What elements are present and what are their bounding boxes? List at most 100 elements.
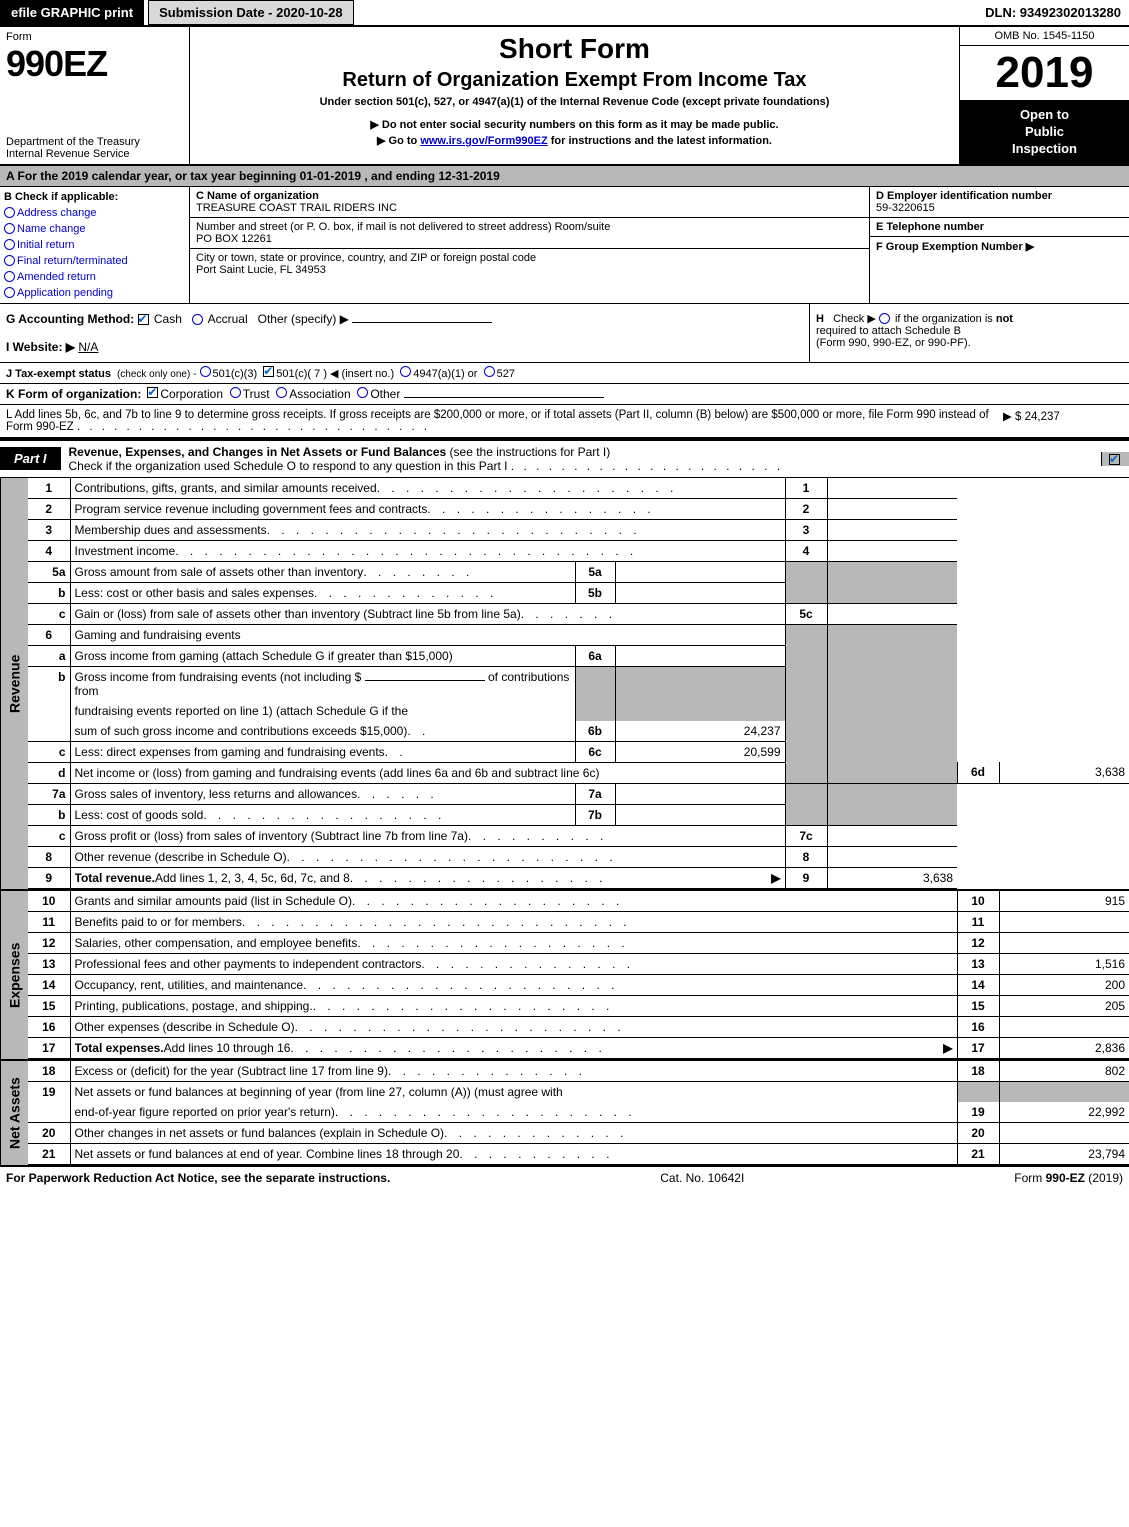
g-accrual-label: Accrual: [208, 312, 248, 326]
line-10: 10 Grants and similar amounts paid (list…: [28, 891, 1129, 912]
line-10-val: 915: [999, 891, 1129, 912]
line-8-num: 8: [785, 846, 827, 867]
page-footer: For Paperwork Reduction Act Notice, see …: [0, 1165, 1129, 1189]
line-5a-midval: [615, 561, 785, 582]
line-9: 9 Total revenue. Add lines 1, 2, 3, 4, 5…: [28, 867, 1129, 888]
line-7b-midnum: 7b: [575, 804, 615, 825]
line-13-desc: Professional fees and other payments to …: [75, 957, 422, 971]
form-header: Form 990EZ Department of the Treasury In…: [0, 27, 1129, 166]
line-7c-desc: Gross profit or (loss) from sales of inv…: [75, 829, 468, 843]
line-1-val: [827, 478, 957, 499]
check-address-change[interactable]: Address change: [4, 205, 185, 221]
j-527-radio[interactable]: [484, 366, 495, 377]
h-check-text: Check ▶: [833, 313, 876, 325]
line-17: 17 Total expenses. Add lines 10 through …: [28, 1037, 1129, 1058]
ein-value: 59-3220615: [876, 202, 1123, 214]
line-13-val: 1,516: [999, 953, 1129, 974]
line-5b: b Less: cost or other basis and sales ex…: [28, 582, 1129, 603]
line-6b-1: b Gross income from fundraising events (…: [28, 666, 1129, 701]
check-application-pending[interactable]: Application pending: [4, 285, 185, 301]
j-4947-radio[interactable]: [400, 366, 411, 377]
line-7c-num: 7c: [785, 825, 827, 846]
line-7b-desc: Less: cost of goods sold: [75, 808, 204, 822]
line-14-desc: Occupancy, rent, utilities, and maintena…: [75, 978, 304, 992]
j-527-label: 527: [497, 368, 515, 380]
line-21-desc: Net assets or fund balances at end of ye…: [75, 1147, 460, 1161]
line-15-val: 205: [999, 995, 1129, 1016]
k-other-checkbox[interactable]: [357, 387, 368, 398]
line-4: 4 Investment income . . . . . . . . . . …: [28, 540, 1129, 561]
line-19-desc1: Net assets or fund balances at beginning…: [70, 1081, 957, 1102]
line-19a: 19 Net assets or fund balances at beginn…: [28, 1081, 1129, 1102]
part1-schedule-o-checkbox[interactable]: [1101, 452, 1129, 466]
check-amended-return[interactable]: Amended return: [4, 269, 185, 285]
j-501c3-radio[interactable]: [200, 366, 211, 377]
check-initial-return[interactable]: Initial return: [4, 237, 185, 253]
line-3-desc: Membership dues and assessments: [75, 523, 267, 537]
org-name: TREASURE COAST TRAIL RIDERS INC: [196, 202, 863, 214]
l-value: ▶ $ 24,237: [1003, 409, 1123, 433]
line-9-arrow: ▶: [771, 871, 780, 885]
line-5a: 5a Gross amount from sale of assets othe…: [28, 561, 1129, 582]
line-7a-desc: Gross sales of inventory, less returns a…: [75, 787, 358, 801]
efile-print-button[interactable]: efile GRAPHIC print: [0, 0, 144, 25]
irs-link[interactable]: www.irs.gov/Form990EZ: [420, 135, 547, 147]
g-accrual-checkbox[interactable]: [192, 314, 203, 325]
line-6b-midnum: 6b: [575, 721, 615, 742]
k-assoc-checkbox[interactable]: [276, 387, 287, 398]
line-19b: end-of-year figure reported on prior yea…: [28, 1102, 1129, 1123]
revenue-section: Revenue 1 Contributions, gifts, grants, …: [0, 478, 1129, 889]
footer-left: For Paperwork Reduction Act Notice, see …: [6, 1171, 390, 1185]
inspect-line1: Open to: [964, 107, 1125, 124]
line-9-val: 3,638: [827, 867, 957, 888]
check-name-change[interactable]: Name change: [4, 221, 185, 237]
inspect-line3: Inspection: [964, 141, 1125, 158]
line-5a-midnum: 5a: [575, 561, 615, 582]
line-3-val: [827, 519, 957, 540]
submission-date-button[interactable]: Submission Date - 2020-10-28: [148, 0, 354, 25]
line-5b-midnum: 5b: [575, 582, 615, 603]
line-17-num: 17: [957, 1037, 999, 1058]
k-trust-checkbox[interactable]: [230, 387, 241, 398]
inspection-badge: Open to Public Inspection: [960, 101, 1129, 164]
line-12-val: [999, 932, 1129, 953]
line-5c: c Gain or (loss) from sale of assets oth…: [28, 603, 1129, 624]
section-f-label: F Group Exemption Number ▶: [876, 240, 1123, 253]
h-checkbox[interactable]: [879, 313, 890, 324]
line-1: 1 Contributions, gifts, grants, and simi…: [28, 478, 1129, 499]
section-c-label: C Name of organization: [196, 190, 863, 202]
line-14: 14 Occupancy, rent, utilities, and maint…: [28, 974, 1129, 995]
line-9-desc: Add lines 1, 2, 3, 4, 5c, 6d, 7c, and 8: [155, 871, 350, 885]
line-15-num: 15: [957, 995, 999, 1016]
line-6: 6 Gaming and fundraising events: [28, 624, 1129, 645]
k-corp-checkbox[interactable]: [147, 387, 158, 398]
revenue-side-label: Revenue: [0, 478, 28, 889]
line-17-val: 2,836: [999, 1037, 1129, 1058]
g-cash-label: Cash: [154, 312, 182, 326]
line-17-arrow: ▶: [943, 1041, 952, 1055]
line-19-desc2: end-of-year figure reported on prior yea…: [75, 1105, 335, 1119]
h-not: not: [996, 313, 1013, 325]
line-16-num: 16: [957, 1016, 999, 1037]
website-value: N/A: [78, 340, 98, 354]
section-b-label: B Check if applicable:: [4, 189, 185, 205]
line-18-val: 802: [999, 1061, 1129, 1082]
j-501c-label: 501(c)( 7 ) ◀ (insert no.): [276, 367, 394, 380]
line-6a-midval: [615, 645, 785, 666]
line-2: 2 Program service revenue including gove…: [28, 498, 1129, 519]
line-2-num: 2: [785, 498, 827, 519]
goto-prefix: ▶ Go to: [377, 135, 420, 147]
line-15: 15 Printing, publications, postage, and …: [28, 995, 1129, 1016]
part1-title: Revenue, Expenses, and Changes in Net As…: [69, 445, 447, 459]
k-trust-label: Trust: [243, 387, 270, 401]
line-9-desc-bold: Total revenue.: [75, 871, 155, 885]
line-7a: 7a Gross sales of inventory, less return…: [28, 783, 1129, 804]
check-final-return[interactable]: Final return/terminated: [4, 253, 185, 269]
part1-header: Part I Revenue, Expenses, and Changes in…: [0, 439, 1129, 478]
j-501c-checkbox[interactable]: [263, 366, 274, 377]
net-assets-section: Net Assets 18 Excess or (deficit) for th…: [0, 1059, 1129, 1165]
g-cash-checkbox[interactable]: [138, 314, 149, 325]
line-19-num: 19: [957, 1102, 999, 1123]
return-title: Return of Organization Exempt From Incom…: [200, 69, 949, 92]
line-13: 13 Professional fees and other payments …: [28, 953, 1129, 974]
